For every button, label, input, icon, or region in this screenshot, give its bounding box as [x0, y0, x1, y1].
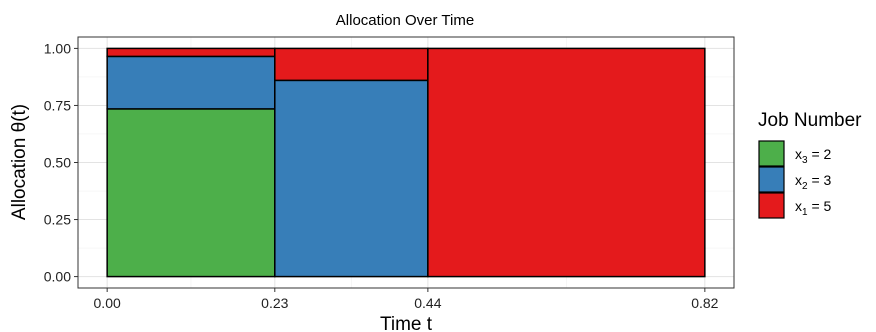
x-tick-label: 0.00 — [94, 295, 121, 311]
y-tick-label: 0.50 — [44, 155, 71, 171]
bar-segment-job-2 — [106, 55, 276, 110]
legend-label: x3 = 2 — [795, 146, 832, 166]
legend-key — [758, 140, 785, 167]
bar-segment-job-1 — [106, 47, 276, 58]
x-axis-title: Time t — [380, 314, 433, 332]
bar-segment-job-1 — [427, 47, 706, 278]
bar-segment-job-2 — [274, 79, 429, 278]
legend: Job Number x3 = 2 x2 = 3 x1 = 5 — [758, 110, 862, 219]
chart-title: Allocation Over Time — [336, 12, 474, 29]
y-tick-label: 0.25 — [44, 212, 71, 228]
legend-label: x1 = 5 — [795, 198, 832, 218]
legend-key — [758, 192, 785, 219]
y-tick-label: 1.00 — [44, 40, 71, 56]
x-tick-label: 0.44 — [414, 295, 441, 311]
x-tick-label: 0.23 — [261, 295, 288, 311]
y-tick-label: 0.00 — [44, 269, 71, 285]
legend-label: x2 = 3 — [795, 172, 832, 192]
bar-segment-job-1 — [274, 47, 429, 82]
y-tick-label: 0.75 — [44, 97, 71, 113]
legend-title: Job Number — [758, 110, 862, 131]
y-axis-title: Allocation θ(t) — [9, 104, 30, 220]
legend-key — [758, 166, 785, 193]
x-tick-label: 0.82 — [691, 295, 718, 311]
bar-segment-job-3 — [106, 108, 276, 278]
plot-area: 0.00 0.25 0.50 0.75 1.00 0.00 0.23 0.44 0.82 — [44, 36, 735, 311]
